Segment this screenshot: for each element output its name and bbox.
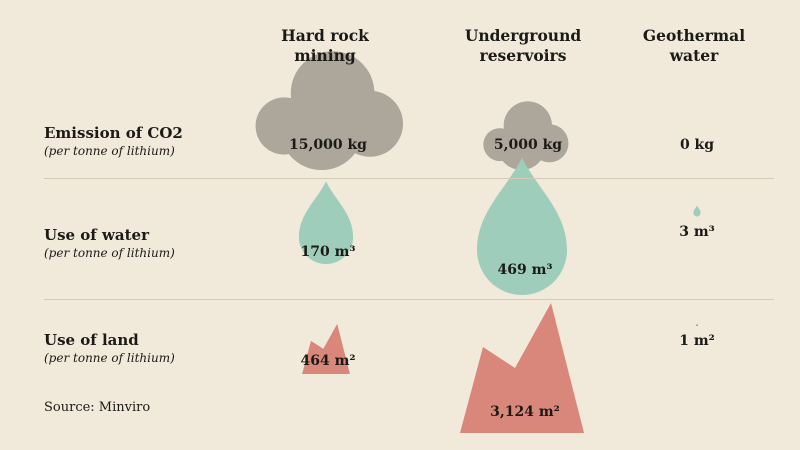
row-title-land: Use of land xyxy=(44,331,139,349)
row-title-water: Use of water xyxy=(44,226,149,244)
value-label-co2-geothermal: 0 kg xyxy=(679,137,715,153)
column-header-geothermal-water: Geothermal water xyxy=(642,26,746,65)
row-subtitle-co2: (per tonne of lithium) xyxy=(44,144,175,158)
row-subtitle-water: (per tonne of lithium) xyxy=(44,246,175,260)
value-label-land-hard-rock: 464 m² xyxy=(300,353,356,369)
row-title-co2: Emission of CO2 xyxy=(44,124,183,142)
mountain-icon-underground xyxy=(460,303,584,433)
row-label-co2: Emission of CO2 (per tonne of lithium) xyxy=(44,123,183,158)
source-note: Source: Minviro xyxy=(44,400,151,415)
row-label-water: Use of water (per tonne of lithium) xyxy=(44,225,175,260)
cloud-icon-underground xyxy=(483,101,569,170)
row-label-land: Use of land (per tonne of lithium) xyxy=(44,330,175,365)
value-label-water-underground: 469 m³ xyxy=(497,262,553,278)
value-label-co2-hard-rock: 15,000 kg xyxy=(289,137,367,153)
value-label-water-hard-rock: 170 m³ xyxy=(300,244,356,260)
row-divider xyxy=(44,299,774,300)
row-divider xyxy=(44,178,774,179)
column-header-underground-reservoirs: Underground reservoirs xyxy=(464,26,582,65)
water-drop-icon-geothermal xyxy=(693,205,701,217)
mountain-icon-hard-rock xyxy=(302,323,350,374)
row-subtitle-land: (per tonne of lithium) xyxy=(44,351,175,365)
water-drop-icon-hard-rock xyxy=(298,181,354,265)
value-label-co2-underground: 5,000 kg xyxy=(493,137,563,153)
value-label-land-geothermal: 1 m² xyxy=(679,333,715,349)
value-label-water-geothermal: 3 m³ xyxy=(679,224,715,240)
value-label-land-underground: 3,124 m² xyxy=(490,404,560,420)
water-drop-icon-underground xyxy=(477,157,567,295)
mountain-icon-geothermal xyxy=(695,323,699,326)
cloud-icon-hard-rock xyxy=(255,51,403,170)
column-header-hard-rock-mining: Hard rock mining xyxy=(281,26,369,65)
